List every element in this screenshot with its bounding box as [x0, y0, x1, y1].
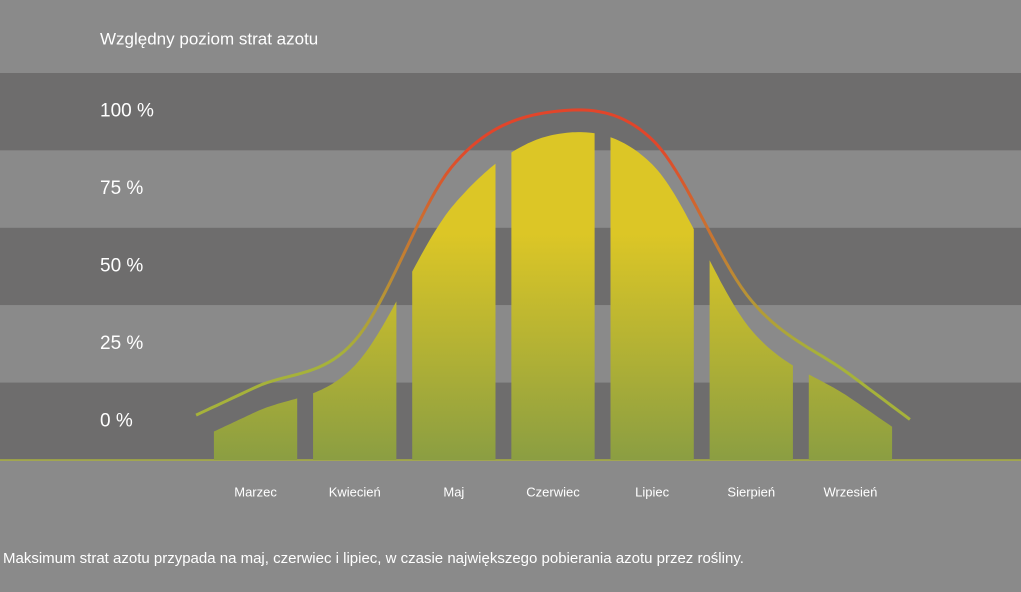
y-tick-label: 25 % — [100, 333, 143, 354]
chart-title: Względny poziom strat azotu — [100, 29, 318, 48]
x-tick-label: Kwiecień — [329, 484, 381, 499]
x-tick-label: Czerwiec — [526, 484, 580, 499]
x-tick-label: Wrzesień — [823, 484, 877, 499]
y-tick-label: 75 % — [100, 178, 143, 199]
trend-curve — [195, 108, 911, 421]
bar — [213, 398, 298, 460]
x-tick-label: Lipiec — [635, 484, 669, 499]
x-tick-label: Sierpień — [727, 484, 775, 499]
bar — [610, 137, 694, 461]
y-tick-label: 50 % — [100, 256, 143, 277]
caption: Maksimum strat azotu przypada na maj, cz… — [3, 550, 744, 567]
bar — [412, 163, 496, 461]
grid-band — [0, 73, 1021, 151]
bar — [808, 374, 893, 460]
bar — [709, 260, 793, 460]
y-tick-label: 0 % — [100, 410, 133, 431]
bar — [313, 301, 397, 460]
y-tick-label: 100 % — [100, 101, 154, 122]
grid-band — [0, 150, 1021, 228]
grid-band — [0, 227, 1021, 306]
x-tick-label: Marzec — [234, 484, 277, 499]
grid-band — [0, 305, 1021, 383]
bar — [511, 132, 595, 460]
x-tick-label: Maj — [443, 484, 464, 499]
